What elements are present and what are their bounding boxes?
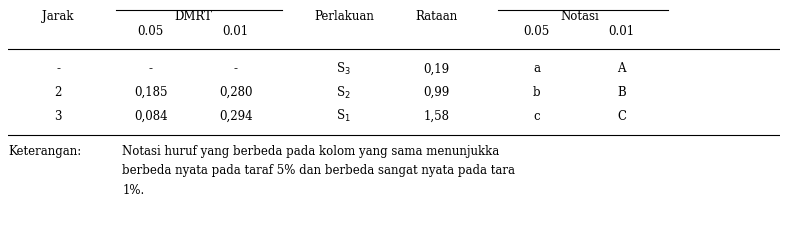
Text: C: C xyxy=(617,110,626,122)
Text: 0,294: 0,294 xyxy=(219,110,252,122)
Text: 1%.: 1%. xyxy=(122,184,144,197)
Text: DMRT: DMRT xyxy=(174,10,212,23)
Text: -: - xyxy=(149,63,153,76)
Text: 0.01: 0.01 xyxy=(609,25,635,38)
Text: 0.05: 0.05 xyxy=(138,25,164,38)
Text: 1,58: 1,58 xyxy=(423,110,449,122)
Text: S$_1$: S$_1$ xyxy=(336,108,351,124)
Text: B: B xyxy=(618,86,626,99)
Text: c: c xyxy=(533,110,541,122)
Text: A: A xyxy=(618,63,626,76)
Text: 0,99: 0,99 xyxy=(423,86,450,99)
Text: -: - xyxy=(56,63,60,76)
Text: b: b xyxy=(533,86,541,99)
Text: Jarak: Jarak xyxy=(43,10,74,23)
Text: berbeda nyata pada taraf 5% dan berbeda sangat nyata pada tara: berbeda nyata pada taraf 5% dan berbeda … xyxy=(122,164,515,177)
Text: 0,185: 0,185 xyxy=(134,86,168,99)
Text: S$_3$: S$_3$ xyxy=(336,61,351,77)
Text: 3: 3 xyxy=(54,110,61,122)
Text: 0,280: 0,280 xyxy=(219,86,252,99)
Text: Notasi huruf yang berbeda pada kolom yang sama menunjukka: Notasi huruf yang berbeda pada kolom yan… xyxy=(122,145,500,158)
Text: Keterangan:: Keterangan: xyxy=(8,145,81,158)
Text: S$_2$: S$_2$ xyxy=(336,84,351,101)
Text: 2: 2 xyxy=(54,86,61,99)
Text: 0,084: 0,084 xyxy=(134,110,168,122)
Text: a: a xyxy=(533,63,541,76)
Text: 0.05: 0.05 xyxy=(524,25,550,38)
Text: -: - xyxy=(234,63,238,76)
Text: 0.01: 0.01 xyxy=(223,25,249,38)
Text: 0,19: 0,19 xyxy=(423,63,449,76)
Text: Notasi: Notasi xyxy=(560,10,599,23)
Text: Perlakuan: Perlakuan xyxy=(314,10,374,23)
Text: Rataan: Rataan xyxy=(415,10,458,23)
